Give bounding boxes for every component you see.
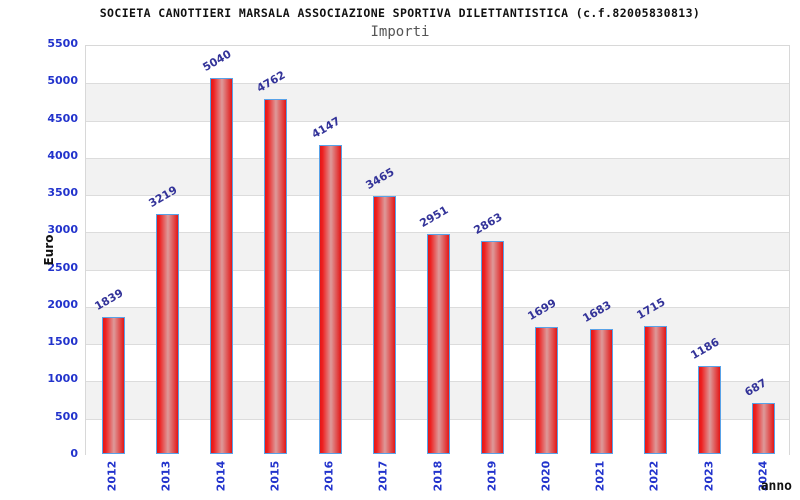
bar-2018	[427, 234, 450, 454]
gridline	[86, 195, 789, 197]
bar-2016	[318, 144, 342, 454]
x-tick-label: 2018	[431, 460, 444, 492]
plot-band	[86, 120, 789, 158]
x-tick-label: 2013	[159, 460, 173, 492]
plot-band	[86, 46, 789, 84]
y-tick-label: 2000	[47, 297, 78, 311]
plot-band	[86, 195, 789, 233]
bar-2021	[589, 328, 613, 454]
plot-band	[86, 83, 789, 121]
x-axis-title: anno	[760, 479, 792, 494]
y-tick-label: 1500	[47, 335, 78, 349]
y-tick-label: 2500	[47, 260, 78, 274]
y-axis-labels: 0 500 1000 1500 2000 2500 3000 3500 4000 4500 5000…	[0, 37, 78, 460]
bar-2015	[264, 99, 288, 454]
y-tick-label: 0	[70, 447, 78, 460]
bar-2022	[643, 326, 667, 454]
y-tick-label: 5000	[47, 74, 78, 88]
y-tick-label: 4500	[47, 111, 78, 125]
bar-2012	[101, 316, 125, 454]
bar-2019	[481, 240, 505, 454]
x-tick-label: 2015	[268, 460, 282, 492]
bar-2017	[372, 195, 396, 454]
chart-title: SOCIETA CANOTTIERI MARSALA ASSOCIAZIONE …	[99, 6, 701, 20]
y-tick-label: 500	[55, 409, 78, 423]
bar-2013	[155, 214, 179, 454]
x-tick-label: 2017	[376, 460, 390, 492]
bar-2023	[698, 365, 722, 454]
y-tick-label: 1000	[47, 372, 78, 386]
y-tick-label: 3500	[47, 186, 78, 200]
y-axis-title: Euro	[42, 234, 56, 266]
plot-area: 1839 3219 5040 4762 4147 3465 2951 2863 1699 1683…	[85, 45, 790, 456]
x-tick-label: 2019	[485, 460, 499, 492]
x-tick-label: 2014	[214, 460, 228, 492]
gridline	[86, 83, 789, 85]
x-tick-label: 2020	[539, 460, 553, 492]
x-tick-label: 2021	[593, 460, 607, 492]
gridline	[86, 120, 789, 122]
gridline	[86, 232, 789, 234]
y-tick-label: 5500	[47, 37, 78, 50]
plot-band	[86, 157, 789, 196]
gridline	[86, 157, 789, 159]
bar-2014	[210, 78, 234, 454]
x-axis-labels: 2012 2013 2014 2015 2016 2017 2018 2019 2020 2021…	[85, 456, 790, 500]
x-tick-label: 2012	[105, 460, 119, 492]
y-tick-label: 3000	[47, 223, 78, 237]
x-tick-label: 2016	[322, 460, 336, 492]
chart-subtitle: Importi	[370, 24, 430, 40]
y-tick-label: 4000	[47, 148, 78, 162]
bar-2020	[535, 327, 559, 454]
x-tick-label: 2023	[702, 460, 716, 492]
x-tick-label: 2022	[647, 460, 661, 492]
bar-2024	[752, 402, 776, 454]
